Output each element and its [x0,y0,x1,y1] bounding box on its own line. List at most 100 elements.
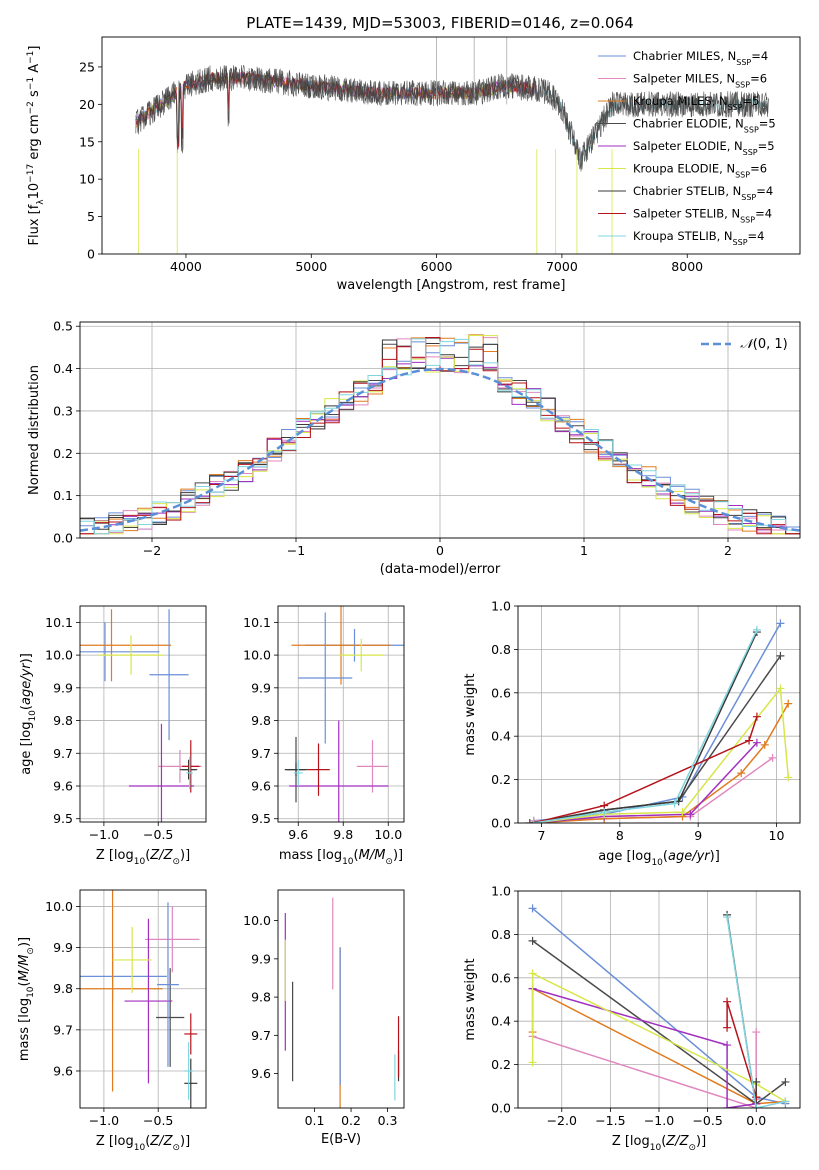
plot-area [80,334,800,538]
legend-label-part: SSP [728,103,743,112]
y-tick-label: 10.0 [243,913,271,928]
y-tick-label: 0.2 [53,446,73,461]
x-tick-label: 5000 [295,259,327,274]
axes-frame: −2 −1 0 1 2 0.0 0.1 0.2 0.3 0.4 0.5 (data-model)/er… [53,319,801,577]
label-part: erg cm [27,114,42,163]
y-tick-label: 9.8 [251,713,271,728]
plot-area [135,37,769,254]
x-tick-label: −2 [143,543,161,558]
series-line [531,972,786,1103]
legend-label-part: Kroupa MILES, N [633,94,728,108]
legend-label-part: Salpeter STELIB, N [633,207,740,221]
x-axis-label: Z [log10(Z/Z⊙)] [96,848,190,867]
y-tick-label: 10.0 [45,648,73,663]
y-tick-label: 10.0 [45,899,73,914]
legend-label: Salpeter STELIB, NSSP=4 [633,207,772,225]
label-part: 10 [26,986,36,998]
x-tick-label: 7 [538,828,546,843]
panel-mass_vs_Z: −1.0 −0.59.69.79.89.910.0Z [log10(Z/Z⊙)]m… [17,889,207,1153]
x-axis-label: E(B-V) [321,1132,361,1147]
label-part: ⊙ [688,1143,696,1153]
label-part: ] [27,46,42,51]
data-point-marker [752,625,761,634]
y-tick-label: 0 [87,247,95,262]
label-part: 10 [27,183,42,200]
y-tick-label: 0.4 [491,729,511,744]
legend-label-part: =4 [751,49,768,63]
axes-border [79,889,207,1109]
legend-label: Kroupa ELODIE, NSSP=6 [633,162,767,180]
series-line [533,703,789,823]
legend-label-part: SSP [735,170,750,179]
y-tick-label: 9.9 [251,680,271,695]
x-tick-label: −1.0 [89,827,119,842]
label-part: 10 [342,857,354,867]
x-axis-label: mass [log10(M/M⊙)] [279,848,403,867]
x-tick-label: 9.8 [333,827,353,842]
data-point-marker [752,1077,761,1086]
y-tick-label: 9.6 [251,779,271,794]
spectrum-line [135,65,769,172]
data-point-marker [745,736,754,745]
y-tick-label: 0.0 [53,531,73,546]
y-tick-label: 10.0 [243,648,271,663]
y-tick-label: 5 [87,209,95,224]
axes-border [101,36,801,255]
series-line [529,655,782,823]
label-part: 10 [134,857,146,867]
label-part: (0, 1) [753,337,788,352]
axes-frame: 0.1 0.2 0.3 9.6 9.7 9.8 9.9 10.0 E(B-V) [243,889,405,1147]
legend-label-part: Chabrier ELODIE, N [633,117,744,131]
legend-label-part: =4 [755,207,772,221]
data-point-marker [760,740,769,749]
x-tick-label: −0.5 [692,1113,722,1128]
legend-label-part: =4 [748,229,765,243]
axes-frame: −1.0 −0.59.59.69.79.89.910.010.1Z [log10(… [19,605,207,867]
data-point-marker [752,738,761,747]
y-tick-label: 9.7 [53,1022,73,1037]
label-part: )] [17,937,32,947]
label-part: age/yr [19,662,34,705]
data-point-marker [528,969,537,978]
legend-label-part: =4 [756,184,773,198]
data-point-marker [686,810,695,819]
panel-spectrum: 4000 5000 6000 7000 8000 0 5 10 15 20 25 wavelength… [26,36,801,293]
label-part: )] [393,848,403,863]
series-line [533,716,758,823]
y-tick-label: 0.6 [491,970,511,985]
axes-border [277,889,405,1109]
x-tick-label: 8000 [671,259,703,274]
legend-label-part: =6 [750,162,767,176]
label-part: )] [696,1134,706,1149]
label-part: age [log [19,722,34,775]
y-axis-label: mass [log10(M/M⊙)] [17,937,36,1061]
legend-label-part: =5 [758,139,775,153]
axes-frame: −2.0 −1.5 −1.0 −0.5 0.0 0.0 0.2 0.4 0.6 0.8 1.0 Z [… [491,884,801,1153]
legend-label-part: SSP [741,193,756,202]
y-tick-label: 1.0 [491,884,511,899]
data-point-marker [670,799,679,808]
data-point-marker [723,1041,732,1050]
x-axis-label: Z [log10(Z/Z⊙)] [612,1134,706,1153]
label-part: age [log [598,849,651,864]
label-part: ( [17,981,32,986]
data-point-marker [528,904,537,913]
y-tick-label: 9.7 [251,1028,271,1043]
y-tick-label: 9.9 [53,940,73,955]
label-part: 10 [651,858,663,868]
legend-label-part: Kroupa ELODIE, N [633,162,735,176]
y-tick-label: 9.5 [53,811,73,826]
label-part: Z [log [96,1134,134,1149]
legend-label-part: SSP [735,80,750,89]
label-part: Z/Z [149,1134,173,1149]
data-point-marker [781,1077,790,1086]
legend-label-part: SSP [743,148,758,157]
label-part: −17 [26,164,36,183]
y-tick-label: 0.8 [491,927,511,942]
plot-area [525,619,793,823]
label-part: 10 [28,710,38,722]
label-part: 10 [650,1143,662,1153]
y-tick-label: 10.1 [243,615,271,630]
